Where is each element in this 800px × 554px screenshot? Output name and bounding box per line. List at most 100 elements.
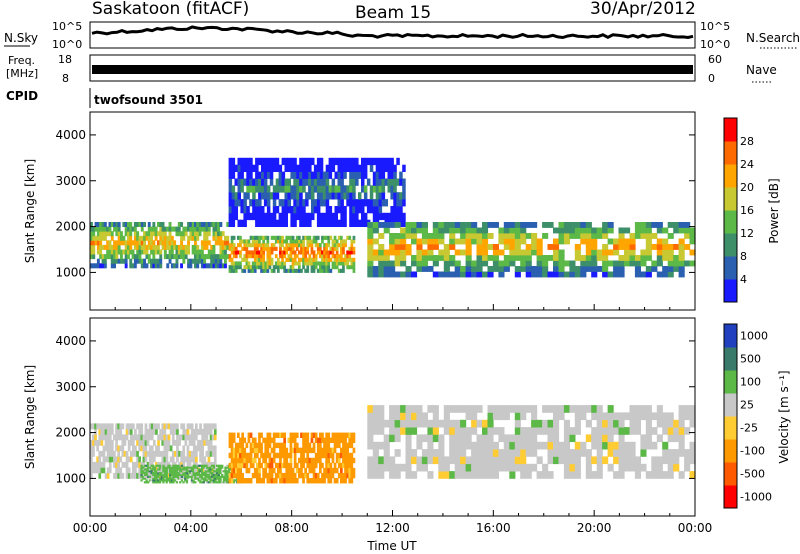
velocity-cell xyxy=(172,475,175,478)
power-cell xyxy=(136,258,140,264)
power-cell xyxy=(299,219,303,227)
velocity-cell xyxy=(119,445,123,452)
power-cell xyxy=(94,240,98,246)
power-cell xyxy=(161,231,165,237)
power-cell xyxy=(302,212,306,221)
velocity-cell xyxy=(207,439,211,446)
velocity-cell xyxy=(123,434,127,441)
power-cell xyxy=(443,244,450,250)
power-cell xyxy=(298,268,301,273)
velocity-cell xyxy=(449,471,456,479)
power-cell xyxy=(108,244,112,250)
power-cell xyxy=(101,263,105,269)
velocity-cell xyxy=(205,450,209,457)
velocity-cell xyxy=(327,462,331,469)
power-cell xyxy=(352,206,356,214)
power-cell xyxy=(355,157,359,166)
velocity-cell xyxy=(350,478,354,484)
power-cell xyxy=(157,240,160,246)
velocity-cell xyxy=(115,461,118,468)
power-cell xyxy=(285,235,289,240)
power-cell xyxy=(432,255,439,261)
velocity-cell xyxy=(234,457,238,464)
power-cell xyxy=(689,260,696,267)
velocity-cell xyxy=(104,456,108,463)
power-cell xyxy=(281,257,284,262)
power-cell xyxy=(290,206,294,214)
power-cell xyxy=(367,238,374,245)
power-cell xyxy=(289,246,293,251)
power-cell xyxy=(152,263,156,269)
power-cell xyxy=(319,185,324,193)
power-cell xyxy=(108,240,112,246)
power-cell xyxy=(302,257,305,262)
power-cell xyxy=(152,244,156,250)
power-cell xyxy=(90,222,93,227)
power-cell xyxy=(291,243,295,248)
power-cell xyxy=(471,271,478,278)
velocity-cell xyxy=(174,470,177,473)
velocity-cell xyxy=(202,466,205,469)
power-cell xyxy=(281,219,286,227)
power-cell xyxy=(240,157,244,166)
power-cell xyxy=(312,268,316,273)
velocity-cell xyxy=(106,450,110,457)
power-cell xyxy=(262,246,265,251)
power-cell xyxy=(299,192,303,200)
power-cell xyxy=(384,212,388,221)
velocity-cell xyxy=(272,442,276,449)
power-cell xyxy=(207,263,211,269)
power-cell xyxy=(520,222,527,228)
power-colorbar-tick: 28 xyxy=(740,135,754,148)
velocity-cell xyxy=(192,456,196,463)
velocity-cell xyxy=(90,472,93,479)
power-cell xyxy=(563,238,570,245)
velocity-cell xyxy=(174,450,177,457)
velocity-cell xyxy=(321,462,324,469)
velocity-cell xyxy=(175,464,178,467)
velocity-cell xyxy=(216,473,219,476)
velocity-cell xyxy=(165,481,168,484)
power-cell xyxy=(591,260,598,267)
power-cell xyxy=(275,157,280,166)
power-cell xyxy=(217,258,220,264)
velocity-cell xyxy=(438,449,445,457)
velocity-cell xyxy=(514,405,521,413)
power-cell xyxy=(108,249,112,255)
power-cell xyxy=(308,157,312,166)
power-cell xyxy=(293,178,297,186)
velocity-cell xyxy=(228,462,232,469)
power-cell xyxy=(325,254,328,259)
power-cell xyxy=(245,254,249,259)
power-cell xyxy=(624,260,631,267)
velocity-cell xyxy=(348,457,352,464)
velocity-cell xyxy=(367,419,374,428)
power-cell xyxy=(219,263,223,269)
power-cell xyxy=(363,164,368,172)
power-cell xyxy=(270,250,274,255)
velocity-cell xyxy=(207,456,211,463)
velocity-cell xyxy=(293,452,297,459)
velocity-cell xyxy=(243,462,247,469)
power-cell xyxy=(230,246,234,251)
velocity-cell xyxy=(94,428,97,435)
velocity-cell xyxy=(335,467,339,474)
velocity-cell xyxy=(188,423,192,430)
velocity-cell xyxy=(547,434,554,443)
power-cell xyxy=(103,226,107,232)
velocity-cell xyxy=(153,479,157,482)
velocity-cell xyxy=(182,470,185,473)
velocity-cell xyxy=(531,405,538,413)
power-cell xyxy=(263,199,268,207)
power-cell xyxy=(207,226,211,232)
velocity-cell xyxy=(427,434,434,443)
power-cell xyxy=(251,250,255,255)
power-cell xyxy=(249,250,253,255)
power-cell xyxy=(416,249,423,256)
power-cell xyxy=(200,249,204,255)
power-cell xyxy=(251,265,255,270)
velocity-cell xyxy=(287,472,291,479)
velocity-cell xyxy=(416,463,423,472)
velocity-cell xyxy=(596,456,603,465)
power-cell xyxy=(228,254,232,259)
